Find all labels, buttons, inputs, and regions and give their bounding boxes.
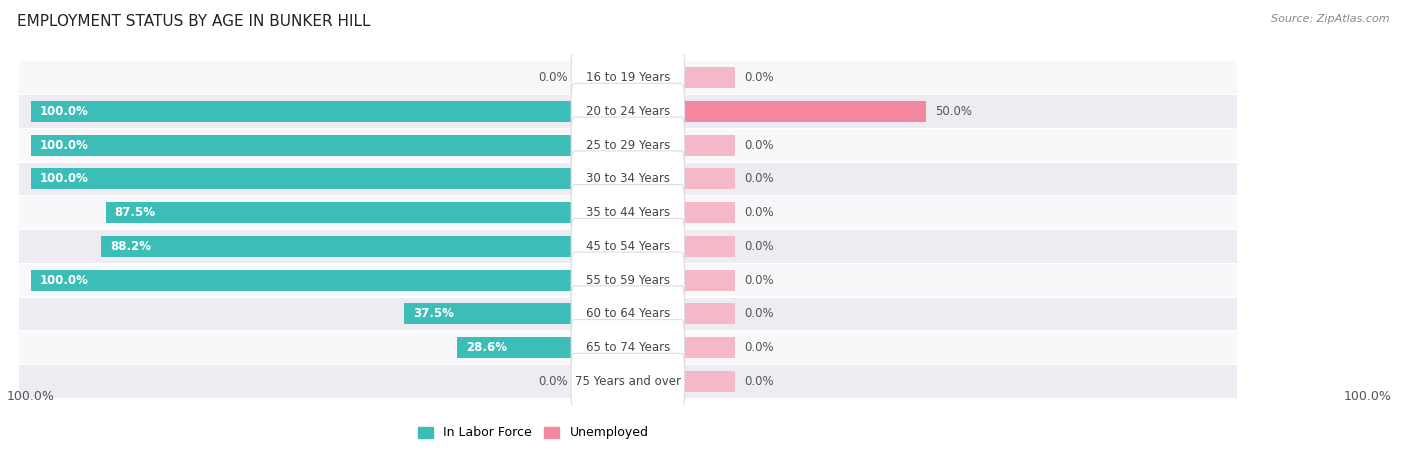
- Bar: [628, 168, 735, 189]
- Bar: [105, 202, 628, 223]
- Bar: [628, 337, 735, 358]
- Text: 100.0%: 100.0%: [1344, 390, 1392, 403]
- Text: 100.0%: 100.0%: [39, 139, 89, 152]
- Bar: [628, 371, 735, 392]
- Text: 37.5%: 37.5%: [413, 307, 454, 320]
- Bar: [628, 303, 735, 324]
- Bar: [628, 270, 735, 291]
- FancyBboxPatch shape: [571, 320, 685, 376]
- Text: 50.0%: 50.0%: [935, 105, 973, 118]
- Bar: [18, 264, 1237, 296]
- Text: 35 to 44 Years: 35 to 44 Years: [586, 206, 669, 219]
- Text: 25 to 29 Years: 25 to 29 Years: [586, 139, 671, 152]
- Text: 20 to 24 Years: 20 to 24 Years: [586, 105, 671, 118]
- FancyBboxPatch shape: [571, 117, 685, 173]
- Text: Source: ZipAtlas.com: Source: ZipAtlas.com: [1271, 14, 1389, 23]
- Text: 65 to 74 Years: 65 to 74 Years: [586, 341, 671, 354]
- FancyBboxPatch shape: [571, 286, 685, 342]
- Bar: [18, 162, 1237, 195]
- Bar: [404, 303, 628, 324]
- Text: 100.0%: 100.0%: [39, 172, 89, 185]
- Bar: [18, 196, 1237, 229]
- Bar: [628, 101, 927, 122]
- Text: 0.0%: 0.0%: [744, 139, 773, 152]
- Text: 60 to 64 Years: 60 to 64 Years: [586, 307, 671, 320]
- Text: 100.0%: 100.0%: [39, 274, 89, 287]
- FancyBboxPatch shape: [571, 252, 685, 308]
- Text: 45 to 54 Years: 45 to 54 Years: [586, 240, 669, 253]
- Text: 75 Years and over: 75 Years and over: [575, 375, 681, 388]
- FancyBboxPatch shape: [571, 50, 685, 106]
- Text: 0.0%: 0.0%: [744, 375, 773, 388]
- Bar: [31, 270, 628, 291]
- Bar: [18, 95, 1237, 127]
- Text: 30 to 34 Years: 30 to 34 Years: [586, 172, 669, 185]
- FancyBboxPatch shape: [571, 83, 685, 140]
- Text: 0.0%: 0.0%: [744, 71, 773, 84]
- Bar: [101, 236, 628, 257]
- Text: 100.0%: 100.0%: [7, 390, 55, 403]
- Text: 0.0%: 0.0%: [744, 341, 773, 354]
- Text: 88.2%: 88.2%: [110, 240, 152, 253]
- Text: 28.6%: 28.6%: [465, 341, 508, 354]
- Text: 0.0%: 0.0%: [538, 375, 568, 388]
- Bar: [31, 135, 628, 156]
- Bar: [31, 101, 628, 122]
- FancyBboxPatch shape: [571, 218, 685, 274]
- FancyBboxPatch shape: [571, 184, 685, 241]
- Text: 87.5%: 87.5%: [114, 206, 156, 219]
- FancyBboxPatch shape: [571, 151, 685, 207]
- Bar: [628, 67, 735, 88]
- Text: 0.0%: 0.0%: [744, 274, 773, 287]
- Bar: [18, 331, 1237, 364]
- Text: 0.0%: 0.0%: [744, 206, 773, 219]
- Bar: [18, 365, 1237, 398]
- Bar: [628, 236, 735, 257]
- Text: 0.0%: 0.0%: [744, 172, 773, 185]
- Bar: [18, 230, 1237, 262]
- Bar: [628, 202, 735, 223]
- Text: EMPLOYMENT STATUS BY AGE IN BUNKER HILL: EMPLOYMENT STATUS BY AGE IN BUNKER HILL: [17, 14, 370, 28]
- Text: 0.0%: 0.0%: [744, 240, 773, 253]
- Bar: [31, 168, 628, 189]
- Text: 16 to 19 Years: 16 to 19 Years: [586, 71, 671, 84]
- Bar: [18, 61, 1237, 94]
- Text: 0.0%: 0.0%: [744, 307, 773, 320]
- Bar: [18, 298, 1237, 330]
- Bar: [457, 337, 628, 358]
- Text: 55 to 59 Years: 55 to 59 Years: [586, 274, 669, 287]
- Text: 0.0%: 0.0%: [538, 71, 568, 84]
- Legend: In Labor Force, Unemployed: In Labor Force, Unemployed: [413, 421, 654, 445]
- Text: 100.0%: 100.0%: [39, 105, 89, 118]
- Bar: [628, 135, 735, 156]
- Bar: [18, 129, 1237, 161]
- FancyBboxPatch shape: [571, 353, 685, 410]
